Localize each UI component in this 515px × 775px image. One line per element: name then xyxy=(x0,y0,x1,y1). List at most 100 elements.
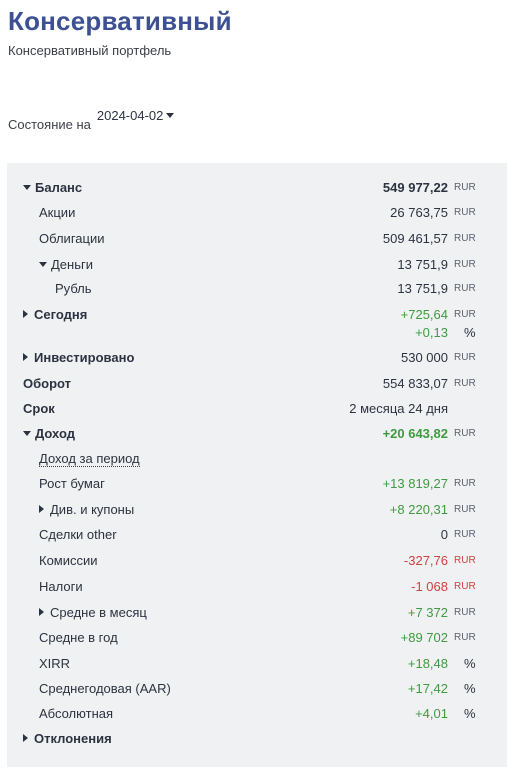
taxes-label: Налоги xyxy=(39,578,83,594)
expand-arrow-icon xyxy=(23,734,28,742)
row-aar: Среднегодовая (AAR) +17,42 % xyxy=(7,677,507,699)
row-today[interactable]: Сегодня +725,64 RUR xyxy=(7,303,507,325)
currency-unit: RUR xyxy=(454,631,476,643)
xirr-value: +18,48 xyxy=(407,655,448,671)
row-deals-other: Сделки other 0 RUR xyxy=(7,523,507,545)
deals-other-label: Сделки other xyxy=(39,526,117,542)
row-dividends[interactable]: Див. и купоны +8 220,31 RUR xyxy=(7,498,507,520)
growth-label: Рост бумаг xyxy=(39,475,105,491)
turnover-value: 554 833,07 xyxy=(382,375,448,391)
currency-unit: RUR xyxy=(454,308,476,320)
turnover-label: Оборот xyxy=(23,375,72,391)
avg-month-value: +7 372 xyxy=(407,604,448,620)
absolute-value: +4,01 xyxy=(415,705,448,721)
state-row: Состояние на 2024-04-02 xyxy=(8,108,175,132)
row-income[interactable]: Доход +20 643,82 RUR xyxy=(7,422,507,444)
taxes-value: -1 068 xyxy=(411,578,448,594)
currency-unit: RUR xyxy=(454,181,476,193)
dividends-value: +8 220,31 xyxy=(389,501,448,517)
commissions-label: Комиссии xyxy=(39,552,98,568)
commissions-value: -327,76 xyxy=(403,552,448,568)
expand-arrow-icon xyxy=(39,608,44,616)
row-money[interactable]: Деньги 13 751,9 RUR xyxy=(7,253,507,275)
percent-unit: % xyxy=(464,705,476,721)
page-title: Консервативный xyxy=(8,6,232,36)
avg-month-label: Средне в месяц xyxy=(50,604,147,620)
collapse-arrow-icon xyxy=(23,184,31,190)
currency-unit: RUR xyxy=(454,427,476,439)
currency-unit: RUR xyxy=(454,282,476,294)
balance-value: 549 977,22 xyxy=(382,179,448,195)
term-value: 2 месяца 24 дня xyxy=(349,400,448,416)
page-subtitle: Консервативный портфель xyxy=(8,43,172,58)
row-absolute: Абсолютная +4,01 % xyxy=(7,702,507,724)
income-label: Доход xyxy=(35,425,75,441)
row-stocks: Акции 26 763,75 RUR xyxy=(7,201,507,223)
row-balance[interactable]: Баланс 549 977,22 RUR xyxy=(7,176,507,198)
money-value: 13 751,9 xyxy=(397,256,448,272)
deals-other-value: 0 xyxy=(440,526,448,542)
today-percent-value: +0,13 xyxy=(415,324,448,340)
absolute-label: Абсолютная xyxy=(39,705,114,721)
row-term: Срок 2 месяца 24 дня xyxy=(7,397,507,419)
collapse-arrow-icon xyxy=(39,261,47,267)
currency-unit: RUR xyxy=(454,528,476,540)
term-label: Срок xyxy=(23,400,55,416)
currency-unit: RUR xyxy=(454,580,476,592)
ruble-value: 13 751,9 xyxy=(397,280,448,296)
invested-label: Инвестировано xyxy=(34,349,135,365)
currency-unit: RUR xyxy=(454,232,476,244)
income-value: +20 643,82 xyxy=(382,425,448,441)
ruble-label: Рубль xyxy=(55,280,92,296)
avg-year-value: +89 702 xyxy=(400,629,448,645)
aar-label: Среднегодовая (AAR) xyxy=(39,680,171,696)
stocks-value: 26 763,75 xyxy=(390,204,448,220)
caret-down-icon xyxy=(166,113,175,118)
page-header: Консервативный Консервативный портфель xyxy=(8,6,232,58)
deviations-label: Отклонения xyxy=(34,730,112,746)
expand-arrow-icon xyxy=(23,353,28,361)
percent-unit: % xyxy=(464,655,476,671)
balance-label: Баланс xyxy=(35,179,83,195)
collapse-arrow-icon xyxy=(23,430,31,436)
stocks-label: Акции xyxy=(39,204,76,220)
currency-unit: RUR xyxy=(454,377,476,389)
row-commissions: Комиссии -327,76 RUR xyxy=(7,549,507,571)
row-avg-year: Средне в год +89 702 RUR xyxy=(7,626,507,648)
state-label: Состояние на xyxy=(8,117,91,132)
currency-unit: RUR xyxy=(454,503,476,515)
row-period-income[interactable]: Доход за период xyxy=(7,448,507,470)
row-ruble: Рубль 13 751,9 RUR xyxy=(7,277,507,299)
row-invested[interactable]: Инвестировано 530 000 RUR xyxy=(7,346,507,368)
invested-value: 530 000 xyxy=(401,349,448,365)
money-label: Деньги xyxy=(51,256,93,272)
period-income-link[interactable]: Доход за период xyxy=(39,451,140,467)
row-growth: Рост бумаг +13 819,27 RUR xyxy=(7,472,507,494)
expand-arrow-icon xyxy=(23,310,28,318)
portfolio-summary-panel: Баланс 549 977,22 RUR Акции 26 763,75 RU… xyxy=(7,163,507,767)
row-xirr: XIRR +18,48 % xyxy=(7,652,507,674)
aar-value: +17,42 xyxy=(407,680,448,696)
currency-unit: RUR xyxy=(454,606,476,618)
currency-unit: RUR xyxy=(454,477,476,489)
row-taxes: Налоги -1 068 RUR xyxy=(7,575,507,597)
currency-unit: RUR xyxy=(454,351,476,363)
avg-year-label: Средне в год xyxy=(39,629,118,645)
date-value: 2024-04-02 xyxy=(96,108,164,123)
currency-unit: RUR xyxy=(454,554,476,566)
date-select[interactable]: 2024-04-02 xyxy=(97,108,175,123)
row-deviations[interactable]: Отклонения xyxy=(7,727,507,749)
dividends-label: Див. и купоны xyxy=(50,501,135,517)
expand-arrow-icon xyxy=(39,505,44,513)
row-turnover: Оборот 554 833,07 RUR xyxy=(7,372,507,394)
today-value: +725,64 xyxy=(400,306,448,322)
row-today-percent: +0,13 % xyxy=(7,321,507,343)
bonds-label: Облигации xyxy=(39,230,105,246)
bonds-value: 509 461,57 xyxy=(382,230,448,246)
row-avg-month[interactable]: Средне в месяц +7 372 RUR xyxy=(7,601,507,623)
today-label: Сегодня xyxy=(34,306,88,322)
xirr-label: XIRR xyxy=(39,655,71,671)
currency-unit: RUR xyxy=(454,206,476,218)
percent-unit: % xyxy=(464,324,476,340)
currency-unit: RUR xyxy=(454,258,476,270)
